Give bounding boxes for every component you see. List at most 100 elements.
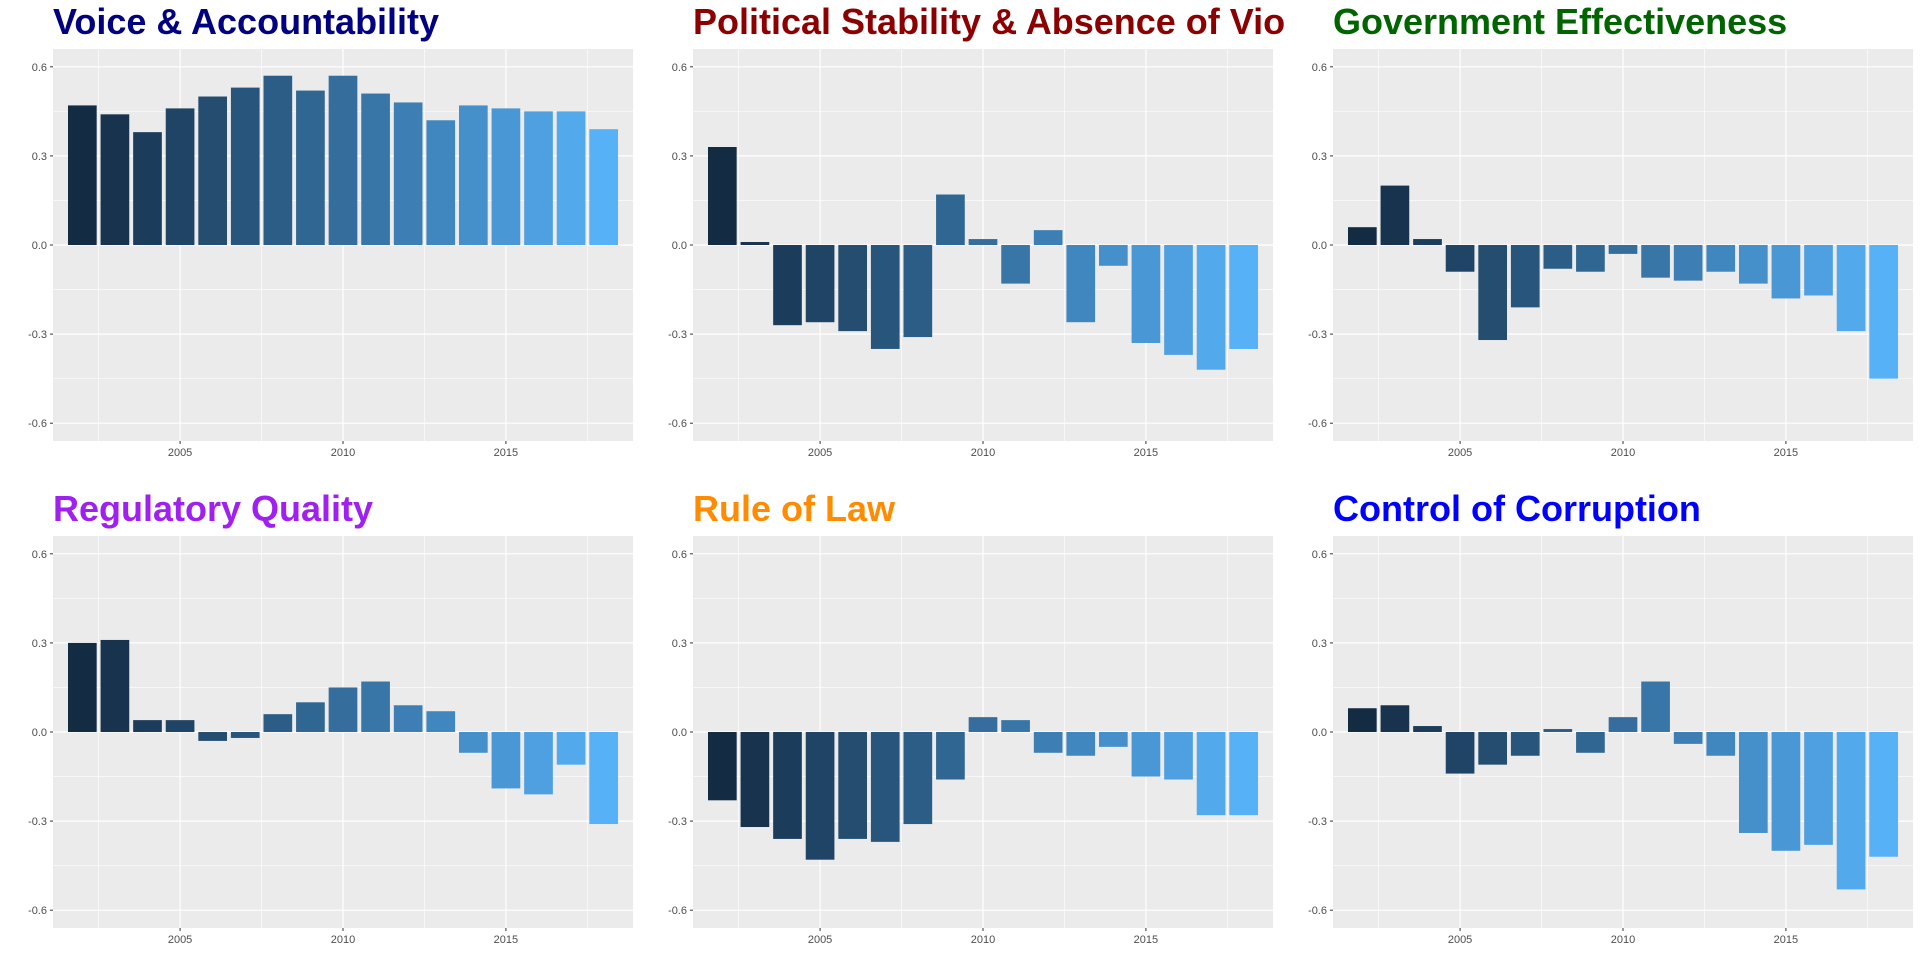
bar — [67, 105, 97, 245]
y-tick-label: 0.3 — [672, 638, 687, 650]
bar — [589, 129, 619, 245]
bar — [1347, 227, 1377, 245]
bar — [1445, 732, 1475, 774]
y-tick-label: -0.6 — [28, 418, 47, 430]
bar — [740, 732, 770, 828]
bar — [100, 114, 130, 245]
bar — [1608, 717, 1638, 732]
bar — [1771, 245, 1801, 299]
y-tick-label: 0.6 — [672, 549, 687, 561]
x-tick-label: 2005 — [808, 447, 832, 459]
bar — [1229, 245, 1259, 349]
x-tick-label: 2010 — [1611, 934, 1635, 946]
x-tick-label: 2015 — [1774, 934, 1798, 946]
y-tick-label: -0.6 — [668, 418, 687, 430]
bar — [773, 732, 802, 839]
chart-title: Government Effectiveness — [1333, 1, 1788, 42]
bar — [198, 732, 227, 741]
bar — [133, 720, 162, 732]
bar — [1196, 732, 1226, 816]
x-tick-label: 2005 — [168, 447, 192, 459]
bar — [968, 239, 998, 245]
bar-chart: 0.6 0.3 0.0 -0.3 -0.6 2005 2010 2015 — [1308, 536, 1913, 946]
x-tick-label: 2010 — [331, 934, 355, 946]
chart-panel: Government Effectiveness 0.6 0.3 0.0 -0.3 -0.… — [1280, 0, 1920, 487]
bar — [263, 75, 293, 246]
bar — [740, 242, 770, 245]
y-tick-label: -0.3 — [1308, 329, 1327, 341]
bar — [1131, 245, 1161, 343]
bar — [1543, 245, 1573, 269]
y-tick-label: -0.6 — [668, 905, 687, 917]
bar — [263, 714, 293, 732]
y-tick-label: 0.3 — [1312, 638, 1327, 650]
y-tick-label: 0.6 — [1312, 62, 1327, 74]
bar — [1229, 732, 1259, 816]
bar — [133, 132, 162, 245]
bar-chart: 0.6 0.3 0.0 -0.3 -0.6 2005 2010 2015 — [1308, 49, 1913, 459]
bar — [361, 93, 390, 245]
bar — [1576, 732, 1605, 753]
bar — [1641, 245, 1670, 278]
bar — [1347, 708, 1377, 732]
bar — [1739, 732, 1768, 833]
y-tick-label: 0.3 — [32, 638, 47, 650]
bar — [1739, 245, 1768, 284]
chart-title: Political Stability & Absence of Vio — [693, 1, 1286, 42]
y-tick-label: 0.3 — [672, 151, 687, 163]
bar — [773, 245, 802, 326]
x-tick-label: 2015 — [1774, 447, 1798, 459]
chart-panel: Rule of Law 0.6 0.3 0.0 -0.3 -0.6 2005 2010 2015 — [640, 487, 1280, 974]
y-tick-label: 0.3 — [1312, 151, 1327, 163]
bar — [903, 245, 933, 338]
bar — [230, 87, 260, 245]
chart-title: Control of Corruption — [1333, 488, 1701, 529]
y-tick-label: 0.0 — [1312, 240, 1327, 252]
y-tick-label: 0.3 — [32, 151, 47, 163]
bar — [100, 639, 130, 732]
y-tick-label: 0.6 — [32, 62, 47, 74]
bar — [1164, 245, 1193, 355]
chart-panel: Political Stability & Absence of Vio 0.6 0… — [640, 0, 1285, 487]
y-tick-label: 0.0 — [672, 240, 687, 252]
bar — [870, 732, 900, 842]
chart-panel: Voice & Accountability 0.6 0.3 0.0 -0.3 -0.6 2… — [0, 0, 640, 487]
bar — [1066, 732, 1096, 756]
bar — [296, 702, 325, 732]
bar — [1804, 245, 1833, 296]
bar — [198, 96, 227, 245]
bar — [1413, 239, 1442, 245]
bar — [1673, 732, 1703, 744]
chart-panel: Regulatory Quality 0.6 0.3 0.0 -0.3 -0.6 2005 2… — [0, 487, 640, 974]
chart-title: Voice & Accountability — [53, 1, 440, 42]
y-tick-label: 0.0 — [32, 240, 47, 252]
y-tick-label: -0.3 — [28, 816, 47, 828]
bar — [361, 681, 390, 732]
bar — [459, 732, 488, 753]
bar — [556, 111, 586, 245]
x-tick-label: 2015 — [1134, 934, 1158, 946]
x-tick-label: 2005 — [168, 934, 192, 946]
bar — [1869, 732, 1899, 857]
y-tick-label: 0.6 — [1312, 549, 1327, 561]
chart-title: Rule of Law — [693, 488, 896, 529]
bar — [1478, 245, 1507, 341]
bar-chart: 0.6 0.3 0.0 -0.3 -0.6 2005 2010 2015 — [28, 49, 633, 459]
bar — [838, 245, 867, 332]
bar — [1445, 245, 1475, 272]
bar — [1543, 729, 1573, 732]
bar — [1804, 732, 1833, 845]
bar — [1131, 732, 1161, 777]
bar — [1641, 681, 1670, 732]
bar — [707, 732, 737, 801]
bar — [524, 111, 553, 245]
bar — [393, 705, 423, 732]
x-tick-label: 2010 — [971, 447, 995, 459]
y-tick-label: -0.3 — [668, 329, 687, 341]
x-tick-label: 2015 — [494, 934, 518, 946]
y-tick-label: 0.0 — [1312, 727, 1327, 739]
bar — [1510, 732, 1540, 756]
bar — [426, 120, 456, 245]
bar — [903, 732, 933, 825]
bar — [1869, 245, 1899, 379]
